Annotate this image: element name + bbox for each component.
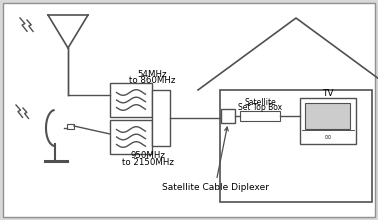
Text: ∞: ∞: [324, 132, 332, 142]
Bar: [305, 103, 350, 129]
Bar: [110, 120, 152, 154]
Text: 54MHz: 54MHz: [137, 70, 167, 79]
Text: Set Top Box: Set Top Box: [238, 103, 282, 112]
Bar: [300, 98, 356, 144]
Text: Satellite Cable Diplexer: Satellite Cable Diplexer: [161, 127, 268, 192]
Bar: [240, 111, 280, 121]
Bar: [220, 90, 372, 202]
Text: to 2150MHz: to 2150MHz: [122, 158, 174, 167]
Bar: [110, 83, 152, 117]
Text: 950MHz: 950MHz: [130, 151, 166, 160]
Text: Satellite: Satellite: [244, 98, 276, 107]
Bar: [152, 90, 170, 146]
Text: TV: TV: [322, 89, 334, 98]
Text: to 860MHz: to 860MHz: [129, 76, 175, 85]
Bar: [67, 124, 74, 129]
Bar: [221, 109, 235, 123]
